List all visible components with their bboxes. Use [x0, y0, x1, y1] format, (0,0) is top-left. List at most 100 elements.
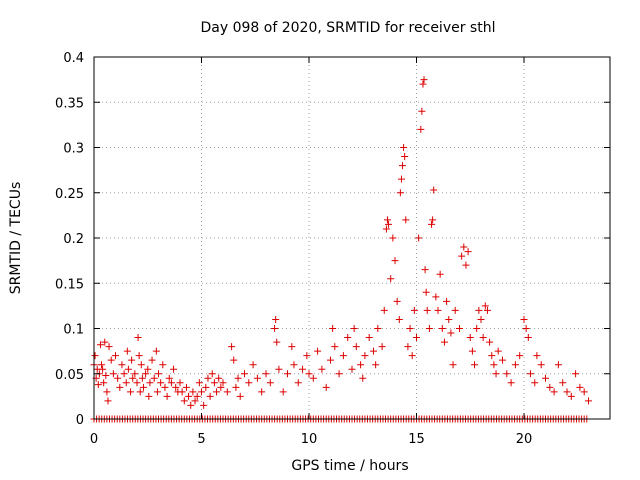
data-point	[155, 370, 162, 378]
data-point	[116, 383, 124, 391]
data-point	[372, 361, 380, 369]
data-point	[187, 401, 195, 409]
data-point	[537, 361, 545, 369]
data-point	[401, 153, 409, 161]
data-point	[460, 243, 468, 251]
data-point	[396, 189, 404, 197]
data-point	[533, 352, 541, 360]
data-point	[91, 352, 99, 360]
data-point	[210, 379, 218, 387]
data-point	[279, 388, 287, 396]
data-point	[94, 381, 102, 389]
data-point	[421, 266, 429, 274]
data-point	[213, 388, 221, 396]
data-point	[408, 352, 416, 360]
data-point	[382, 225, 390, 233]
data-point	[359, 374, 367, 382]
y-tick-label: 0.15	[55, 277, 84, 292]
data-point	[99, 365, 107, 373]
data-point	[475, 306, 483, 314]
data-point	[258, 388, 266, 396]
data-point	[139, 383, 147, 391]
data-point	[193, 392, 201, 400]
data-point	[370, 347, 377, 355]
data-point	[438, 325, 446, 332]
data-point	[387, 275, 395, 283]
data-point	[120, 370, 128, 378]
data-point	[284, 370, 291, 378]
data-point	[380, 306, 388, 314]
data-point	[290, 361, 298, 369]
data-point	[104, 397, 112, 405]
data-point	[136, 388, 144, 396]
x-axis-label: GPS time / hours	[291, 458, 408, 474]
data-point	[385, 220, 393, 228]
data-point	[134, 334, 142, 342]
data-point	[357, 361, 365, 369]
data-point	[299, 365, 307, 373]
data-point	[303, 352, 311, 360]
data-point	[423, 306, 431, 314]
data-point	[466, 334, 474, 342]
data-point	[100, 379, 108, 387]
data-point	[145, 392, 153, 400]
data-point	[262, 370, 270, 378]
axis-ticks: 0 5 10 15 20 0 0.05 0.1 0.15 0.2 0.25 0.3 0.35 0.4	[55, 51, 610, 447]
data-point	[449, 361, 457, 369]
data-point	[462, 261, 470, 269]
data-point	[129, 374, 137, 382]
data-point	[400, 144, 408, 151]
data-point	[440, 338, 448, 346]
data-point	[585, 397, 592, 405]
data-point	[406, 325, 414, 332]
data-point	[410, 306, 418, 314]
data-point	[443, 297, 451, 305]
y-tick-label: 0.1	[63, 323, 84, 338]
data-point	[374, 325, 382, 332]
data-point	[327, 356, 334, 364]
data-point	[429, 216, 437, 224]
data-point	[112, 352, 119, 360]
data-point	[350, 325, 358, 332]
data-point	[170, 365, 178, 373]
data-point	[249, 361, 257, 369]
data-point	[191, 397, 199, 405]
data-point	[135, 352, 143, 360]
data-point	[189, 388, 197, 396]
data-point	[572, 370, 580, 378]
data-point	[271, 325, 279, 332]
data-point	[524, 334, 532, 342]
data-point	[178, 388, 186, 396]
data-point	[486, 338, 494, 346]
y-tick-label: 0.3	[63, 142, 84, 157]
data-point	[420, 76, 428, 84]
data-point	[98, 361, 106, 369]
data-point	[314, 347, 322, 355]
data-point	[419, 80, 427, 88]
data-point	[488, 352, 496, 360]
data-point	[425, 325, 433, 332]
data-point	[272, 315, 280, 323]
data-point	[395, 315, 403, 323]
data-point	[329, 325, 337, 332]
data-point	[492, 370, 500, 378]
data-point	[546, 383, 554, 391]
data-point	[102, 372, 110, 380]
data-point	[477, 315, 485, 323]
data-point	[253, 374, 261, 382]
chart-title: Day 098 of 2020, SRMTID for receiver sth…	[201, 20, 496, 36]
data-point	[389, 234, 397, 242]
data-point	[331, 343, 339, 351]
data-point	[202, 383, 210, 391]
data-point	[399, 162, 407, 170]
y-tick-label: 0.4	[63, 51, 84, 66]
data-point	[432, 293, 440, 301]
data-point	[217, 383, 225, 391]
data-point	[157, 379, 165, 387]
data-point	[383, 216, 391, 224]
data-point	[352, 343, 360, 351]
data-point	[490, 361, 498, 369]
x-tick-label: 15	[408, 432, 425, 447]
data-point	[531, 379, 539, 387]
data-point	[275, 365, 283, 373]
